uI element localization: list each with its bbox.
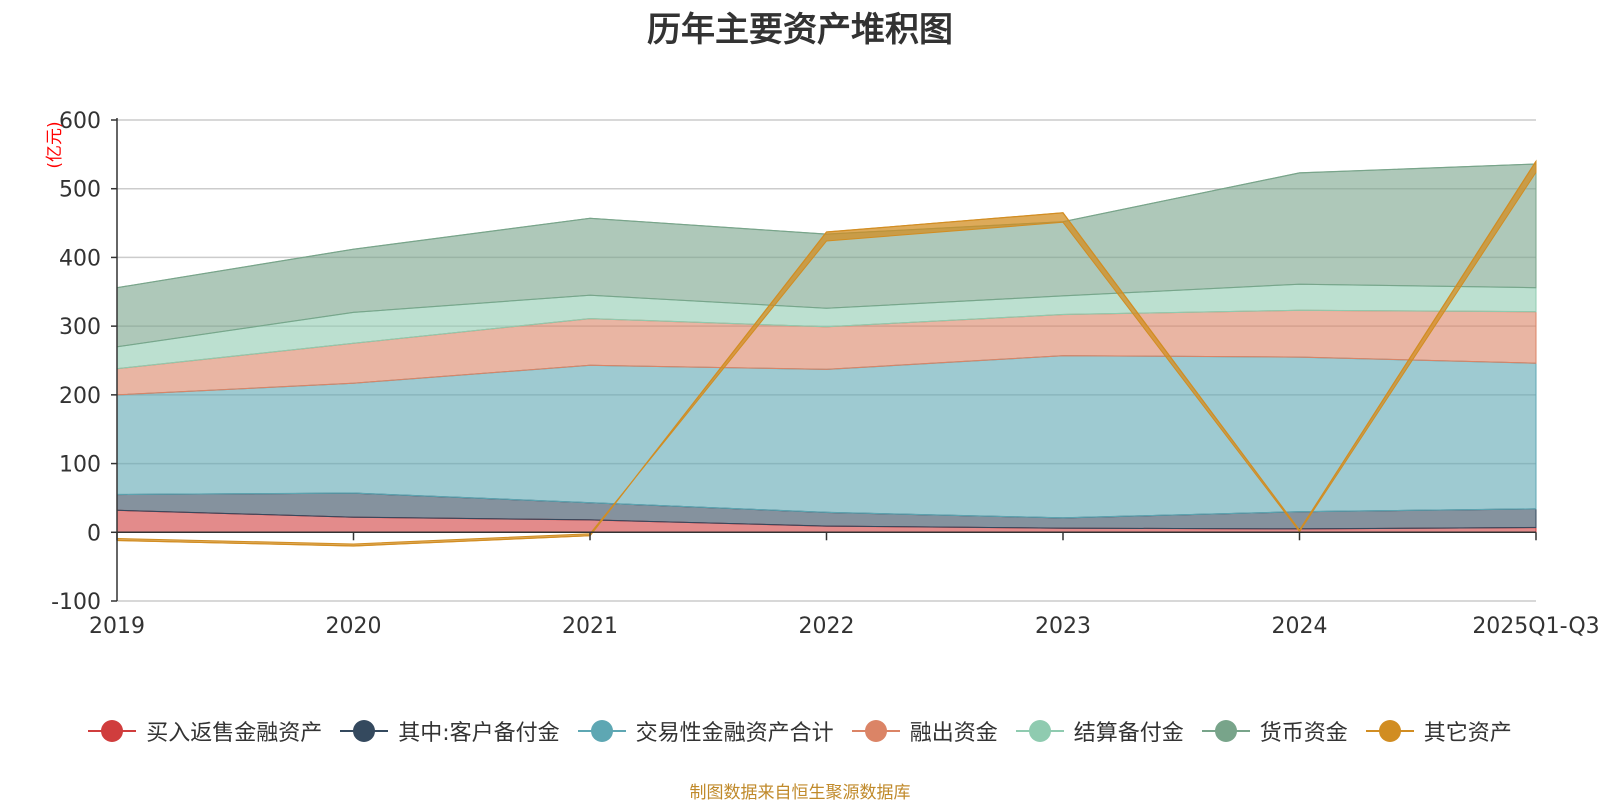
legend-item-5[interactable]: 货币资金 (1201, 715, 1348, 747)
legend-item-6[interactable]: 其它资产 (1365, 715, 1512, 747)
x-tick-label: 2025Q1-Q3 (1472, 614, 1599, 639)
y-tick-label: 500 (59, 178, 101, 203)
legend-marker-icon (577, 719, 626, 743)
area-series (116, 159, 1537, 547)
y-tick-label: 600 (59, 109, 101, 134)
legend-item-4[interactable]: 结算备付金 (1015, 715, 1184, 747)
legend-marker-icon (851, 719, 900, 743)
source-note: 制图数据来自恒生聚源数据库 (689, 783, 911, 803)
y-tick-label: 100 (59, 453, 101, 478)
legend-item-2[interactable]: 交易性金融资产合计 (577, 715, 834, 747)
y-axis-label: (亿元) (45, 121, 65, 168)
x-tick-label: 2024 (1272, 614, 1328, 639)
x-tick-label: 2020 (326, 614, 382, 639)
y-tick-label: 300 (59, 315, 101, 340)
y-tick-label: 200 (59, 384, 101, 409)
legend-label: 交易性金融资产合计 (635, 721, 834, 746)
x-tick-label: 2019 (89, 614, 145, 639)
legend-label: 买入返售金融资产 (146, 721, 323, 746)
x-tick-label: 2023 (1035, 614, 1091, 639)
legend-item-1[interactable]: 其中:客户备付金 (340, 715, 560, 747)
legend-marker-icon (88, 719, 137, 743)
x-tick-label: 2021 (562, 614, 618, 639)
legend-marker-icon (1015, 719, 1064, 743)
legend: 买入返售金融资产 其中:客户备付金 交易性金融资产合计 融出资金 结算备付金 货币资金 其它… (0, 716, 1600, 746)
x-tick-label: 2022 (799, 614, 855, 639)
y-tick-label: 0 (87, 521, 101, 546)
y-tick-label: -100 (51, 590, 101, 615)
legend-label: 其中:客户备付金 (398, 721, 560, 746)
legend-marker-icon (340, 719, 389, 743)
legend-label: 货币资金 (1259, 721, 1348, 746)
legend-label: 融出资金 (909, 721, 998, 746)
legend-label: 结算备付金 (1073, 721, 1184, 746)
legend-marker-icon (1365, 719, 1414, 743)
chart-title: 历年主要资产堆积图 (647, 10, 953, 50)
legend-label: 其它资产 (1423, 721, 1512, 746)
legend-item-3[interactable]: 融出资金 (851, 715, 998, 747)
series-line-6 (116, 160, 1537, 547)
legend-item-0[interactable]: 买入返售金融资产 (88, 715, 322, 747)
legend-marker-icon (1201, 719, 1250, 743)
axes: -100 0 100 200 300 400 500 600 2019 2020 2021 2022 2… (51, 109, 1600, 639)
y-tick-label: 400 (59, 246, 101, 271)
